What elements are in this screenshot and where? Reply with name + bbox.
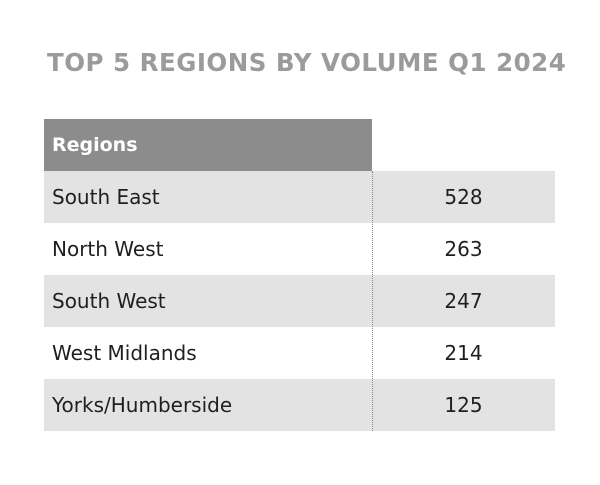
table-row: South West 247 bbox=[44, 275, 555, 327]
region-value: 214 bbox=[444, 341, 483, 365]
region-value: 263 bbox=[444, 237, 483, 261]
region-value: 125 bbox=[444, 393, 483, 417]
region-label: South West bbox=[52, 289, 166, 313]
region-label: North West bbox=[52, 237, 164, 261]
column-divider bbox=[372, 171, 373, 431]
region-label: South East bbox=[52, 185, 160, 209]
chart-title: TOP 5 REGIONS BY VOLUME Q1 2024 bbox=[47, 48, 567, 77]
table-row: North West 263 bbox=[44, 223, 555, 275]
table-row: South East 528 bbox=[44, 171, 555, 223]
region-value: 247 bbox=[444, 289, 483, 313]
regions-column-header: Regions bbox=[44, 119, 372, 171]
table-row: West Midlands 214 bbox=[44, 327, 555, 379]
region-label: Yorks/Humberside bbox=[52, 393, 233, 417]
region-value: 528 bbox=[444, 185, 483, 209]
region-label: West Midlands bbox=[52, 341, 197, 365]
regions-table: Regions South East 528 North West 263 So… bbox=[44, 119, 555, 431]
table-row: Yorks/Humberside 125 bbox=[44, 379, 555, 431]
table-header-row: Regions bbox=[44, 119, 555, 171]
